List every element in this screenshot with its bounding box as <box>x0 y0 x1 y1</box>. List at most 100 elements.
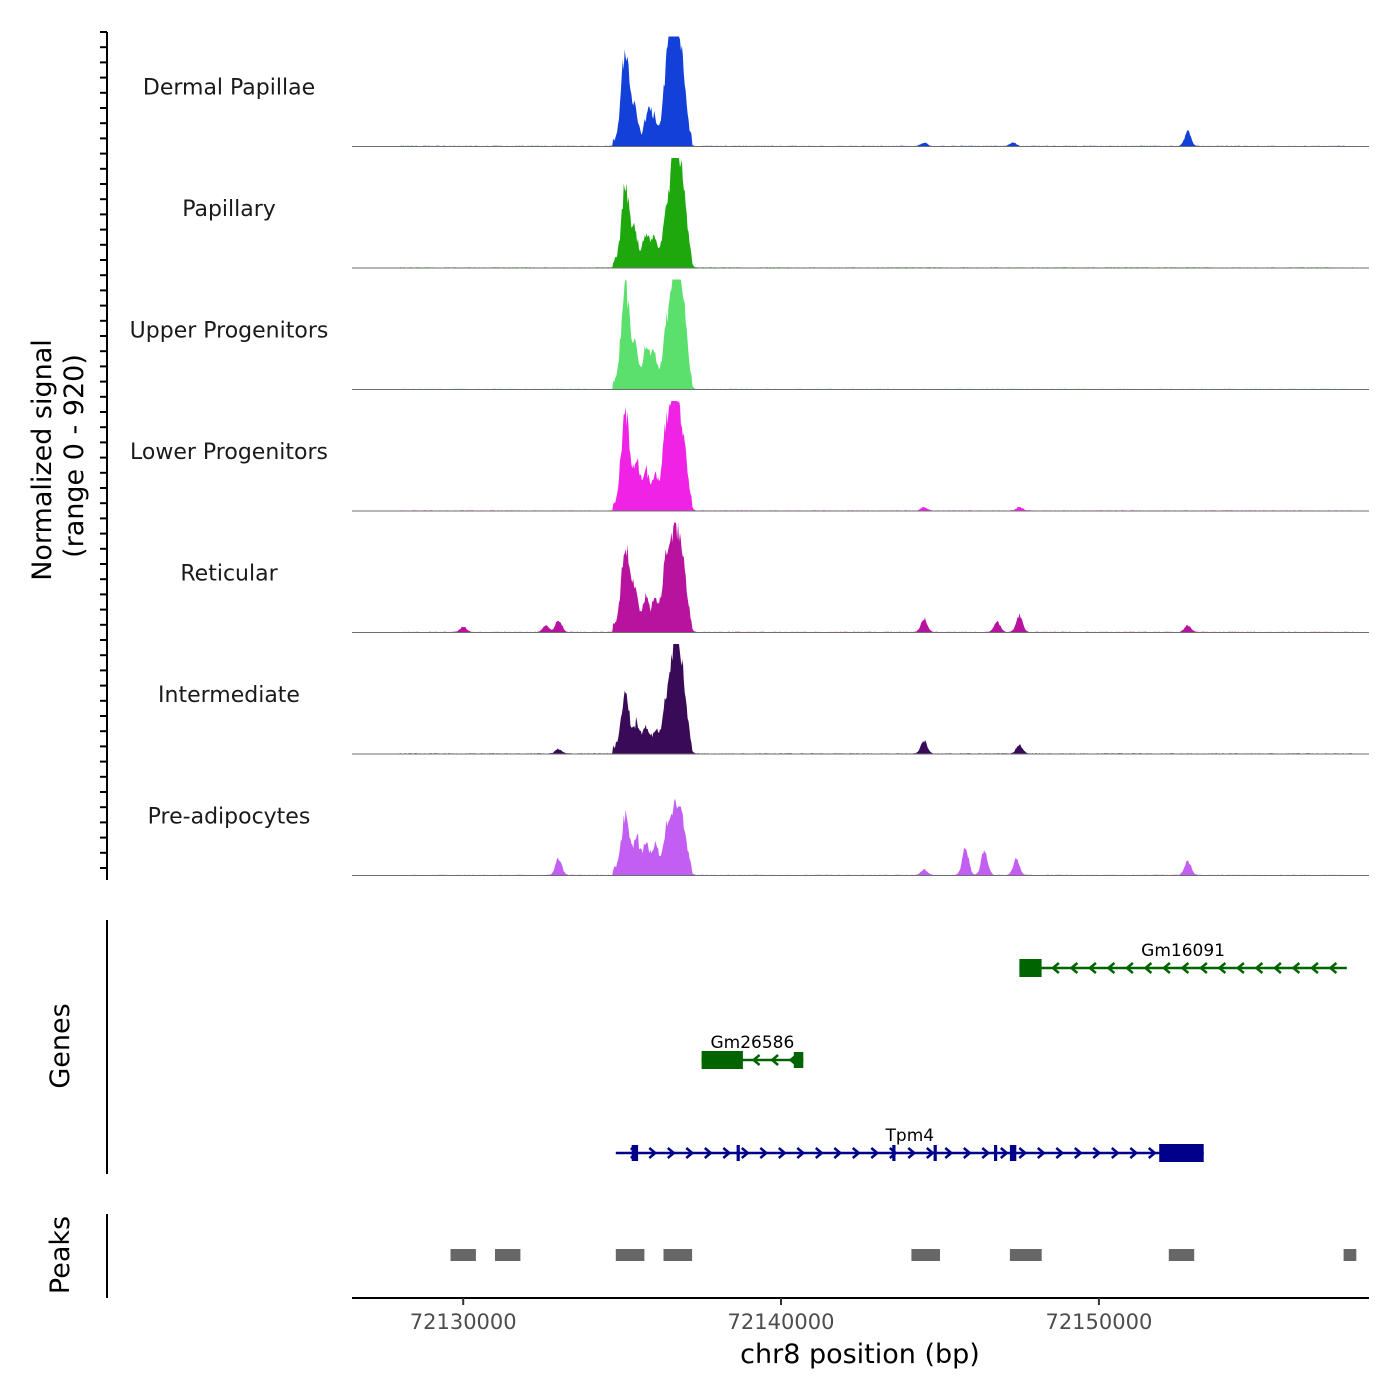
peak-region <box>911 1249 940 1261</box>
exon <box>892 1145 896 1161</box>
x-axis-label: chr8 position (bp) <box>740 1339 980 1370</box>
strand-chevron <box>1309 962 1319 974</box>
track-label: Dermal Papillae <box>143 76 315 101</box>
gene-label: Gm16091 <box>1141 941 1225 961</box>
strand-chevron <box>962 1147 972 1159</box>
strand-chevron <box>1328 962 1338 974</box>
peaks-track-label: Peaks <box>45 1216 76 1294</box>
genes-track-label: Genes <box>45 1003 76 1088</box>
strand-chevron <box>981 1147 991 1159</box>
strand-chevron <box>770 1054 779 1066</box>
signal-y-axis-label-line2: (range 0 - 920) <box>59 354 90 558</box>
strand-chevron <box>703 1147 713 1159</box>
coverage-tracks: Dermal Papillae Papillary Upper Progenitor… <box>130 36 1369 876</box>
strand-chevron <box>1198 962 1208 974</box>
signal-y-ticks <box>100 31 107 869</box>
coverage-area <box>399 644 1354 754</box>
exon <box>793 1052 804 1068</box>
x-tick-label: 72140000 <box>728 1310 835 1334</box>
strand-chevron <box>1055 1147 1065 1159</box>
track-pre-adipocytes: Pre-adipocytes <box>148 798 1369 876</box>
strand-chevron <box>833 1147 843 1159</box>
coverage-area <box>399 36 1354 147</box>
track-intermediate: Intermediate <box>158 644 1369 755</box>
exon <box>701 1051 743 1069</box>
track-lower-progenitors: Lower Progenitors <box>130 401 1369 512</box>
track-reticular: Reticular <box>180 522 1369 633</box>
track-papillary: Papillary <box>182 158 1369 269</box>
track-label: Intermediate <box>158 683 300 708</box>
peak-region <box>495 1249 521 1261</box>
strand-chevron <box>666 1147 676 1159</box>
strand-chevron <box>1018 1147 1028 1159</box>
signal-y-axis-label-line1: Normalized signal <box>27 339 58 581</box>
strand-chevron <box>925 1147 935 1159</box>
coverage-area <box>399 522 1354 633</box>
peak-region <box>663 1249 693 1261</box>
strand-chevron <box>751 1054 761 1066</box>
strand-chevron <box>740 1147 750 1159</box>
strand-chevron <box>1129 1147 1139 1159</box>
strand-chevron <box>1143 962 1153 974</box>
peak-regions <box>450 1249 1357 1261</box>
strand-chevron <box>1180 962 1190 974</box>
peak-region <box>1009 1249 1042 1261</box>
strand-chevron <box>888 1147 898 1159</box>
gene-label: Gm26586 <box>710 1033 794 1053</box>
track-label: Upper Progenitors <box>130 319 329 344</box>
exon <box>994 1145 998 1161</box>
strand-chevron <box>777 1147 787 1159</box>
strand-chevron <box>1087 962 1097 974</box>
strand-chevron <box>851 1147 861 1159</box>
gene-gm16091: Gm16091 <box>1019 941 1347 977</box>
track-dermal-papillae: Dermal Papillae <box>143 36 1369 147</box>
gene-tpm4: Tpm4 <box>615 1126 1204 1162</box>
strand-chevron <box>1110 1147 1120 1159</box>
x-axis-ticks: 72130000 72140000 72150000 <box>410 1298 1152 1334</box>
strand-chevron <box>1106 962 1116 974</box>
strand-chevron <box>1291 962 1301 974</box>
strand-chevron <box>722 1147 732 1159</box>
peak-region <box>1168 1249 1195 1261</box>
x-tick-label: 72150000 <box>1045 1310 1152 1334</box>
exon <box>736 1145 740 1161</box>
peak-region <box>450 1249 476 1261</box>
x-tick-label: 72130000 <box>410 1310 517 1334</box>
strand-chevron <box>648 1147 658 1159</box>
strand-chevron <box>1147 1147 1157 1159</box>
coverage-area <box>399 798 1354 876</box>
exon <box>933 1145 937 1161</box>
strand-chevron <box>1272 962 1282 974</box>
gene-models: Gm16091 Gm26586 Tpm4 <box>615 941 1347 1162</box>
strand-chevron <box>1036 1147 1046 1159</box>
track-label: Reticular <box>180 562 278 587</box>
exon <box>1019 959 1042 977</box>
strand-chevron <box>1254 962 1264 974</box>
strand-chevron <box>1217 962 1227 974</box>
strand-chevron <box>685 1147 695 1159</box>
track-label: Lower Progenitors <box>130 440 328 465</box>
coverage-area <box>399 279 1354 390</box>
track-upper-progenitors: Upper Progenitors <box>130 279 1369 390</box>
coverage-area <box>399 401 1354 511</box>
strand-chevron <box>999 1147 1009 1159</box>
gene-gm26586: Gm26586 <box>701 1033 804 1069</box>
exon <box>631 1145 639 1161</box>
strand-chevron <box>1069 962 1079 974</box>
strand-chevron <box>1073 1147 1083 1159</box>
track-label: Papillary <box>182 197 276 222</box>
strand-chevron <box>870 1147 880 1159</box>
strand-chevron <box>1235 962 1245 974</box>
track-label: Pre-adipocytes <box>148 805 311 830</box>
exon <box>1159 1144 1204 1162</box>
gene-label: Tpm4 <box>885 1126 935 1146</box>
peak-region <box>1343 1249 1357 1261</box>
strand-chevron <box>1161 962 1171 974</box>
coverage-area <box>399 158 1354 268</box>
strand-chevron <box>907 1147 917 1159</box>
exon <box>1009 1145 1017 1161</box>
strand-chevron <box>944 1147 954 1159</box>
strand-chevron <box>814 1147 824 1159</box>
strand-chevron <box>1092 1147 1102 1159</box>
